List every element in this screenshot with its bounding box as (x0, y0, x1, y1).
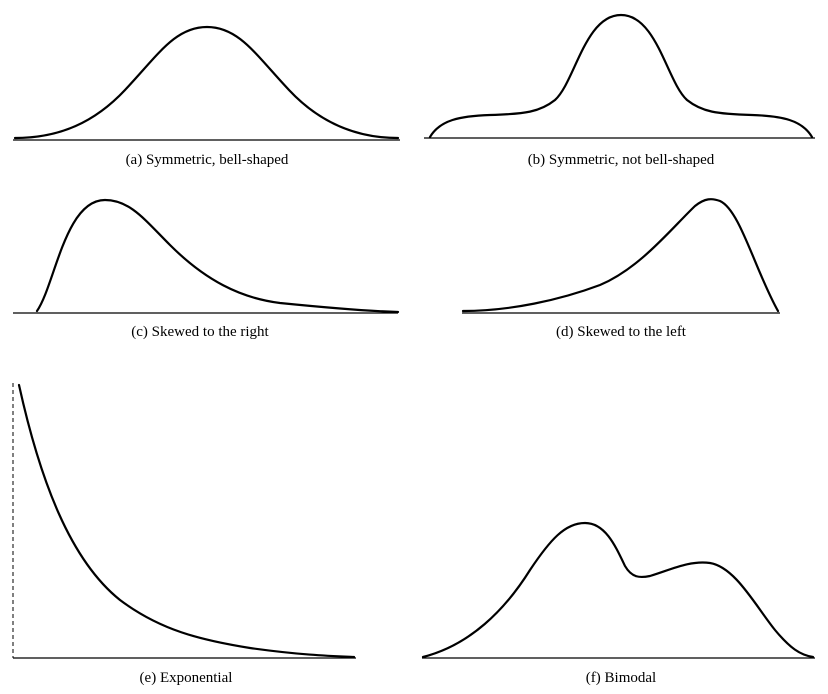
panel-a-caption: (a) Symmetric, bell-shaped (126, 152, 289, 168)
panel-e-curve (17, 383, 356, 659)
panel-d-caption: (d) Skewed to the left (556, 324, 687, 340)
panel-c-caption: (c) Skewed to the right (131, 324, 269, 340)
panel-b: (b) Symmetric, not bell-shaped (424, 13, 815, 168)
panel-c-curve (35, 198, 400, 314)
panel-a-curve (13, 25, 400, 140)
panel-c: (c) Skewed to the right (13, 198, 400, 340)
panel-b-curve (428, 13, 814, 139)
panel-a: (a) Symmetric, bell-shaped (13, 25, 400, 168)
panel-f-caption: (f) Bimodal (586, 670, 656, 686)
panel-e-caption: (e) Exponential (140, 670, 233, 686)
panel-d: (d) Skewed to the left (461, 198, 780, 340)
panel-e: (e) Exponential (12, 383, 356, 686)
panel-f: (f) Bimodal (421, 521, 815, 686)
panel-f-curve (421, 521, 815, 659)
panel-b-caption: (b) Symmetric, not bell-shaped (528, 152, 715, 168)
panel-d-curve (461, 198, 780, 313)
